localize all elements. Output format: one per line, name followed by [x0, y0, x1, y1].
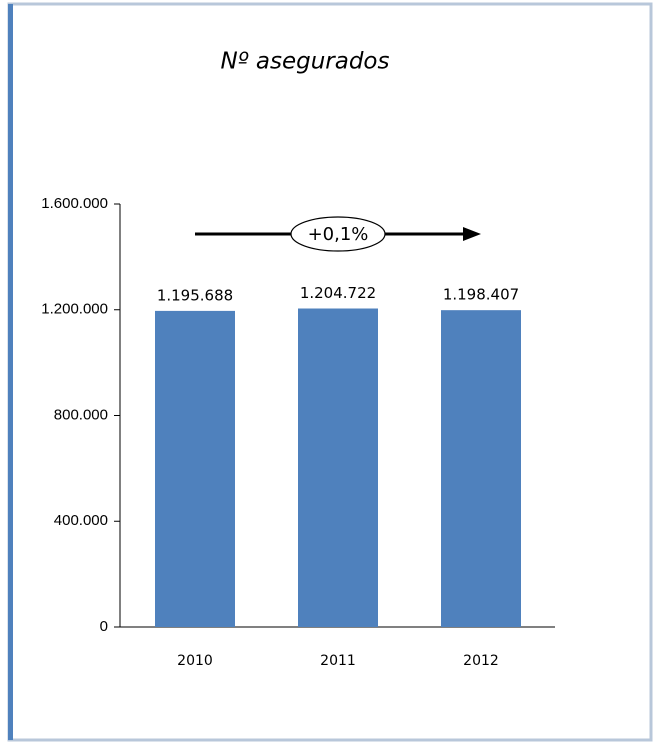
y-tick-label: 0 [100, 618, 108, 635]
bar [298, 308, 378, 627]
y-tick-label: 1.200.000 [41, 301, 108, 318]
annotation-bubble [290, 216, 386, 252]
y-tick-label: 800.000 [54, 406, 108, 423]
value-label: 1.198.407 [443, 286, 519, 304]
x-tick-label: 2011 [320, 653, 356, 669]
value-label: 1.204.722 [300, 284, 376, 302]
value-label: 1.195.688 [157, 286, 233, 304]
bar [441, 310, 521, 627]
annotation: +0,1% [308, 224, 369, 245]
frame-edge [8, 4, 13, 740]
x-tick-label: 2010 [177, 653, 213, 669]
x-tick-label: 2012 [463, 653, 499, 669]
arrow-head [463, 227, 481, 241]
bar [155, 310, 235, 627]
y-tick-label: 400.000 [54, 512, 108, 529]
y-tick-label: 1.600.000 [41, 195, 108, 212]
chart-title: Nº asegurados [221, 49, 390, 75]
